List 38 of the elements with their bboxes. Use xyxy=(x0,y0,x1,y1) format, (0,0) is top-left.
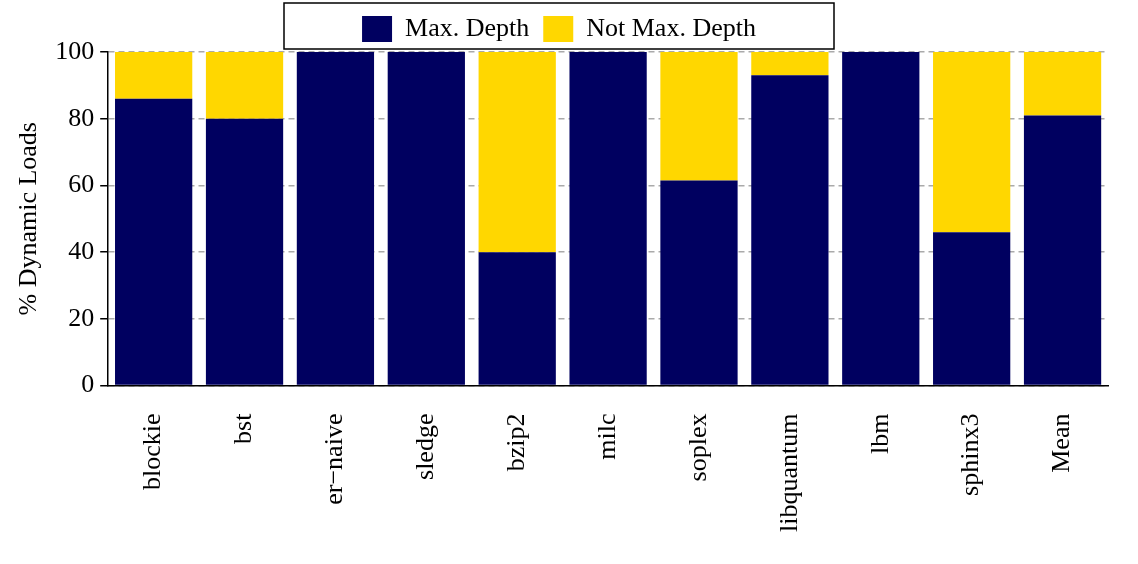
bar xyxy=(1023,115,1102,385)
y-tick-label: 100 xyxy=(55,35,95,65)
bar xyxy=(933,232,1011,385)
bar xyxy=(751,75,829,385)
bar xyxy=(1023,52,1102,116)
y-tick-label: 0 xyxy=(81,369,95,399)
bar xyxy=(478,252,556,385)
bar xyxy=(751,52,829,76)
x-tick-label: soplex xyxy=(682,413,712,482)
bar xyxy=(933,52,1011,233)
bar xyxy=(660,52,738,181)
y-axis-title: % Dynamic Loads xyxy=(13,122,43,316)
x-tick-label: bzip2 xyxy=(501,413,531,472)
bar xyxy=(296,52,375,385)
x-tick-label: libquantum xyxy=(773,413,803,532)
x-tick-label: bst xyxy=(228,412,258,444)
bar xyxy=(842,52,920,385)
bar xyxy=(387,52,465,385)
y-tick-label: 40 xyxy=(68,235,95,265)
legend-label: Max. Depth xyxy=(405,12,530,42)
bar xyxy=(205,118,284,385)
bar xyxy=(205,52,284,119)
legend-label: Not Max. Depth xyxy=(586,12,756,42)
bar xyxy=(660,180,738,385)
y-tick-label: 80 xyxy=(68,102,95,132)
x-tick-label: blockie xyxy=(137,413,167,491)
x-tick-label: Mean xyxy=(1046,413,1076,473)
bar xyxy=(478,52,556,253)
y-tick-label: 20 xyxy=(68,302,95,332)
x-tick-label: lbm xyxy=(864,413,894,455)
bar xyxy=(569,52,647,385)
bar xyxy=(115,98,193,385)
bar xyxy=(115,52,193,99)
y-tick-label: 60 xyxy=(68,169,95,199)
x-tick-label: er−naive xyxy=(319,413,349,505)
x-tick-label: milc xyxy=(591,413,621,460)
x-tick-label: sphinx3 xyxy=(955,413,985,496)
x-tick-label: sledge xyxy=(410,413,440,480)
